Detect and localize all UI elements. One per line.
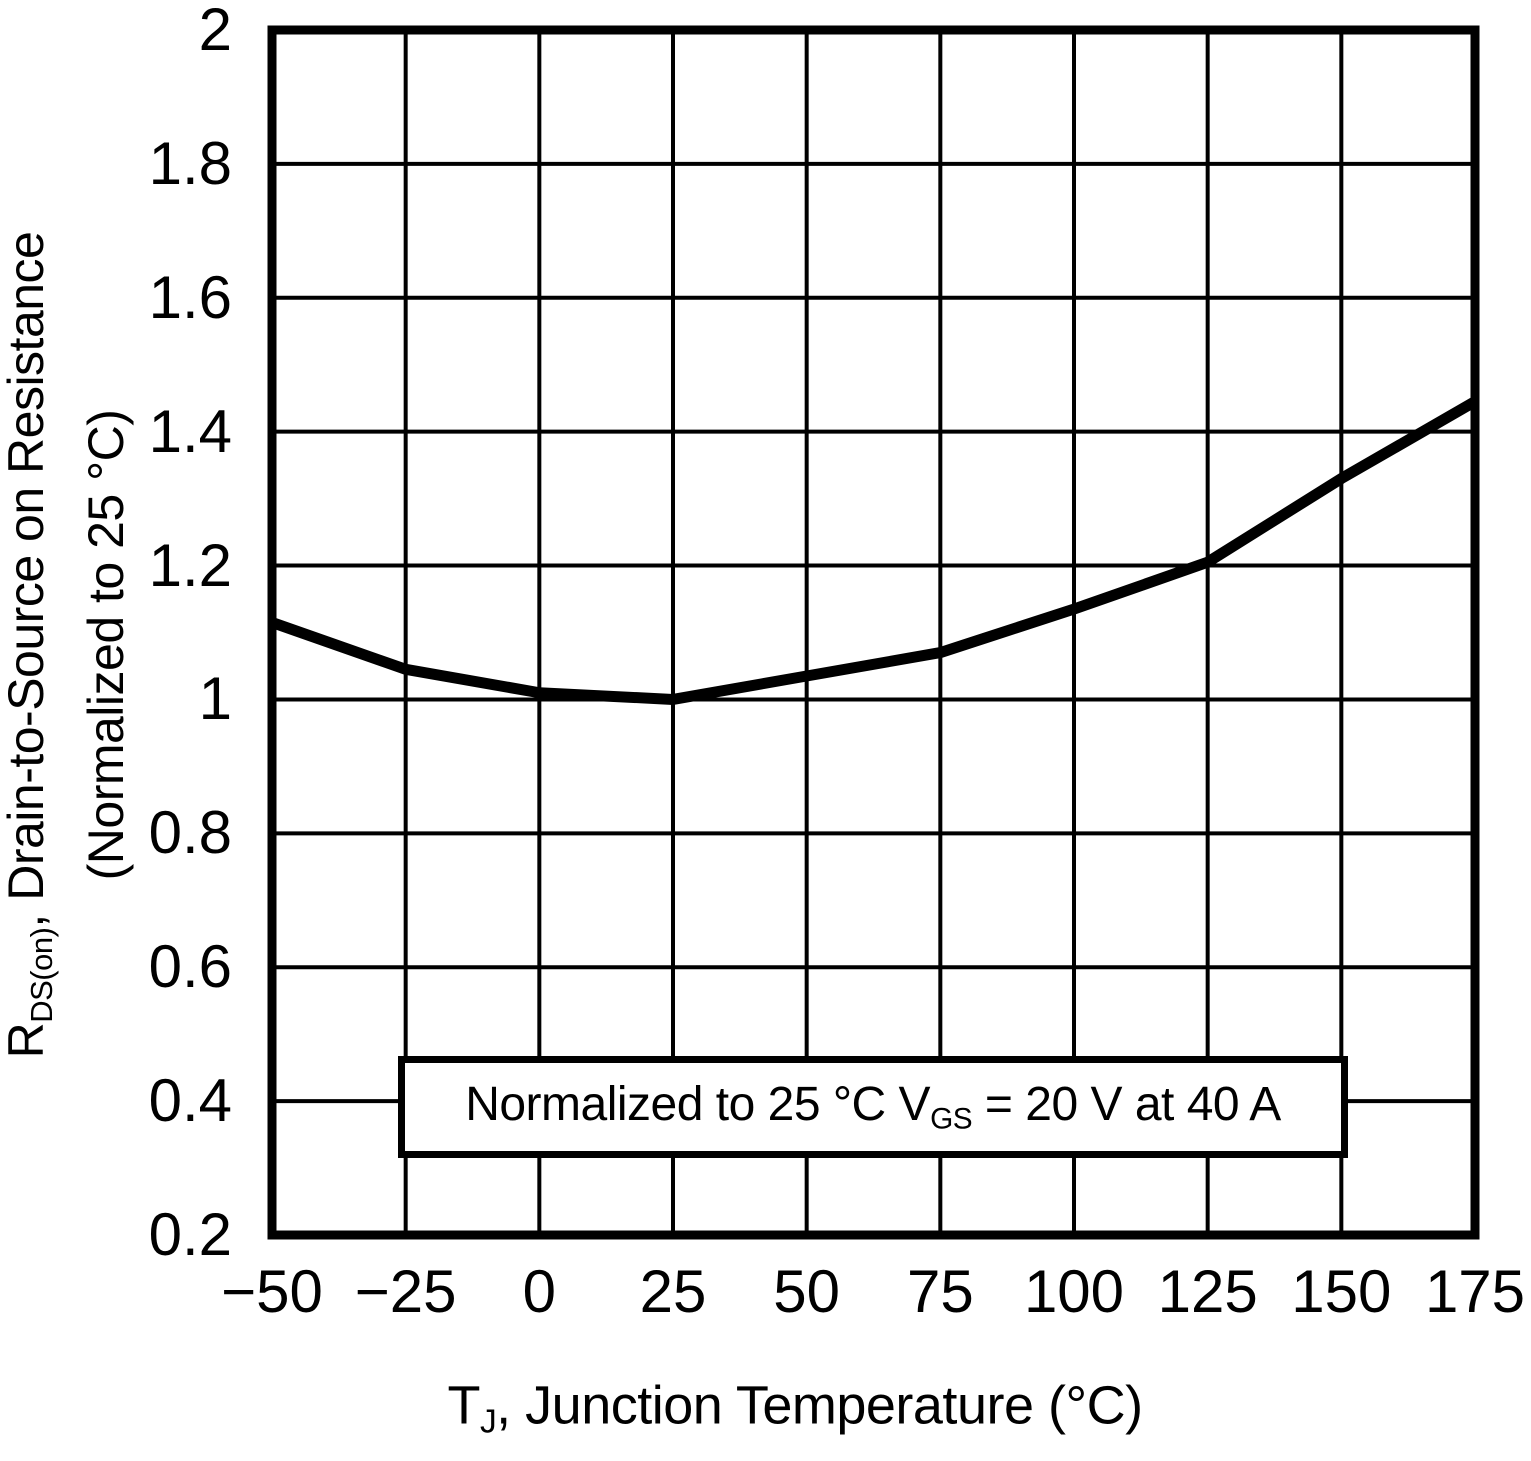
x-tick-label: 50 [773,1258,841,1325]
y-tick-label: 2 [198,0,232,63]
plot-area [267,25,1480,1240]
x-tick-label: −50 [221,1258,323,1325]
x-tick-label: 125 [1157,1258,1258,1325]
x-axis-title: TJ, Junction Temperature (°C) [447,1375,1143,1441]
x-tick-label: 175 [1424,1258,1526,1325]
y-tick-label: 1.6 [148,263,232,331]
y-tick-label: 1 [198,665,232,733]
x-tick-label: 75 [906,1258,974,1325]
y-tick-label: 0.2 [148,1201,232,1268]
x-tick-label: 150 [1291,1258,1392,1325]
y-tick-label: 1.2 [148,531,232,599]
x-tick-label: 100 [1023,1258,1125,1325]
y-tick-label: 0.6 [148,933,232,1001]
conditions-annotation-box: Normalized to 25 °C VGS = 20 V at 40 A [398,1056,1348,1158]
annotation-text: Normalized to 25 °C VGS = 20 V at 40 A [465,1078,1281,1136]
x-tick-label: −25 [354,1258,457,1325]
y-tick-label: 0.8 [148,799,232,867]
y-tick-label: 0.4 [148,1067,232,1135]
y-tick-label: 1.4 [148,397,232,465]
y-tick-label: 1.8 [148,129,232,197]
x-tick-label: 0 [522,1258,557,1325]
x-tick-label: 25 [639,1258,707,1325]
